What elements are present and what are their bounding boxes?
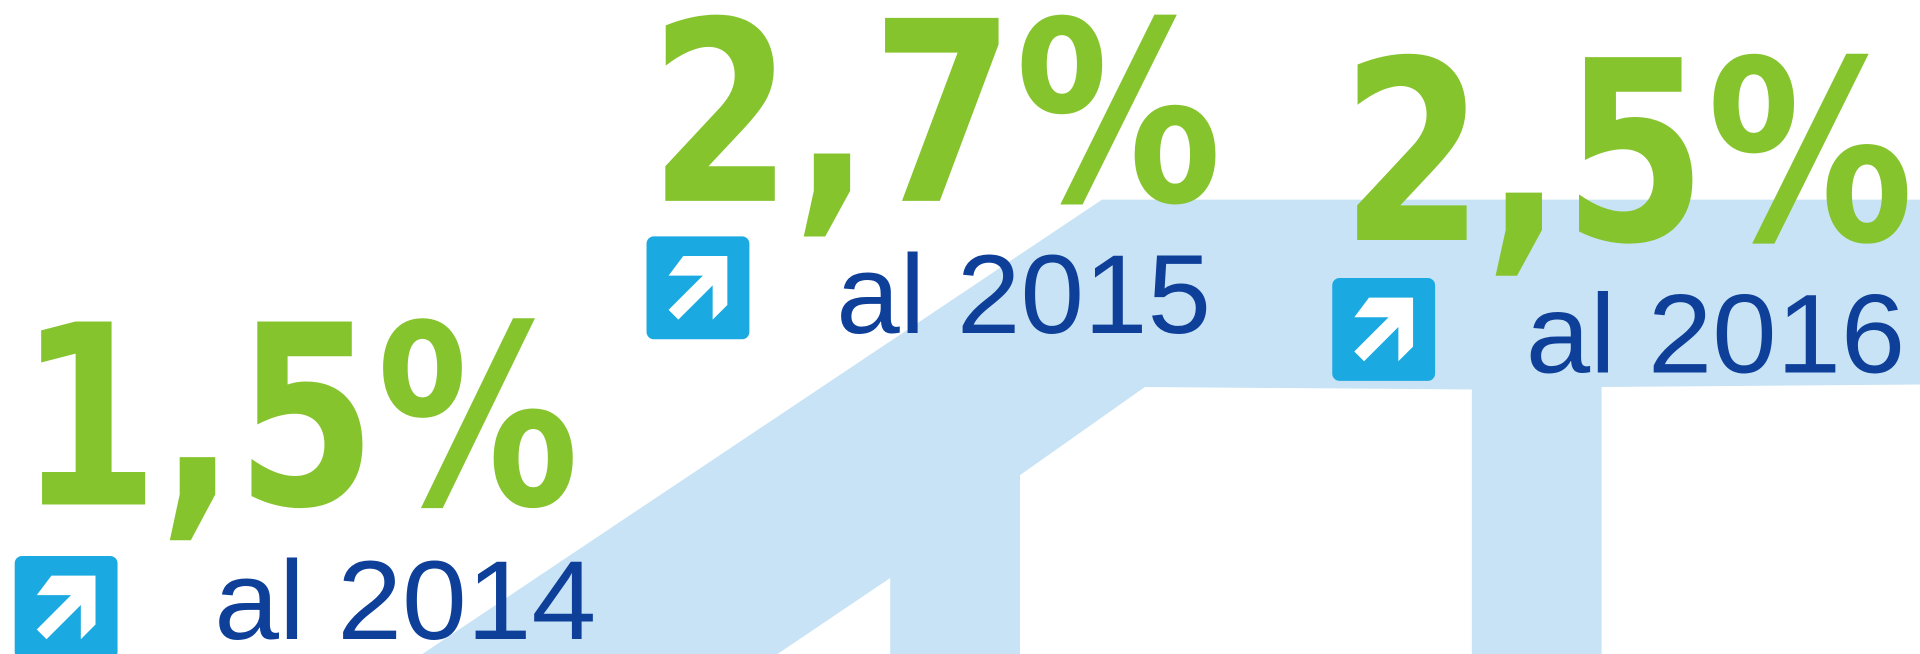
icon-arrow [668, 255, 728, 320]
stat: 2,5%al 2016 [1332, 8, 1914, 396]
stat: 1,5%al 2014 [14, 273, 596, 654]
arrow-icon [1332, 278, 1436, 381]
stat: 2,7%al 2015 [646, 0, 1222, 357]
stat-value: 1,5% [18, 273, 579, 565]
stat-value: 2,7% [649, 0, 1222, 261]
stat-value: 2,5% [1341, 8, 1914, 300]
arrow-icon [646, 236, 750, 340]
stat-year: al 2015 [836, 231, 1211, 357]
stat-year: al 2016 [1526, 270, 1906, 396]
background-arrow [422, 199, 1920, 654]
arrow-icon [14, 555, 118, 654]
icon-arrow [36, 575, 96, 640]
stat-year: al 2014 [214, 537, 596, 654]
icon-arrow [1354, 297, 1414, 362]
